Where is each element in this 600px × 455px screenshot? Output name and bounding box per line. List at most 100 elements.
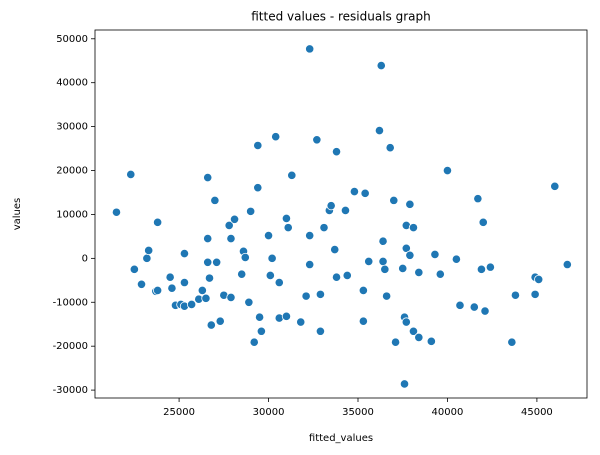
point bbox=[224, 220, 234, 231]
point bbox=[399, 379, 410, 389]
point bbox=[405, 199, 415, 209]
point bbox=[210, 195, 220, 205]
point bbox=[246, 206, 256, 216]
point bbox=[331, 147, 342, 157]
point bbox=[342, 270, 352, 281]
point bbox=[530, 289, 540, 299]
point bbox=[244, 297, 254, 307]
point bbox=[240, 252, 250, 263]
point bbox=[187, 299, 197, 310]
point bbox=[390, 337, 401, 347]
point bbox=[510, 290, 521, 300]
point bbox=[364, 256, 374, 267]
point bbox=[226, 233, 236, 244]
point bbox=[296, 317, 306, 327]
point bbox=[550, 181, 560, 191]
point bbox=[301, 291, 311, 301]
chart-title: fitted values - residuals graph bbox=[251, 10, 431, 24]
point bbox=[226, 292, 236, 303]
point bbox=[126, 169, 136, 180]
point bbox=[265, 270, 275, 281]
point bbox=[326, 201, 336, 211]
point bbox=[312, 135, 322, 145]
point bbox=[376, 60, 386, 71]
point bbox=[287, 170, 297, 180]
point bbox=[480, 306, 490, 316]
point bbox=[229, 214, 240, 224]
point bbox=[315, 289, 326, 299]
point bbox=[385, 143, 395, 153]
point bbox=[378, 256, 388, 267]
y-tick-label: 20000 bbox=[56, 166, 88, 177]
point bbox=[203, 257, 213, 267]
point bbox=[426, 336, 436, 346]
point bbox=[358, 285, 368, 296]
point bbox=[478, 217, 488, 227]
point bbox=[378, 236, 388, 246]
point bbox=[455, 300, 465, 310]
point bbox=[349, 187, 360, 197]
point bbox=[253, 140, 263, 151]
point bbox=[274, 277, 284, 288]
point bbox=[203, 172, 213, 183]
point bbox=[358, 316, 368, 326]
point bbox=[485, 262, 495, 272]
point bbox=[167, 283, 177, 293]
point bbox=[473, 194, 483, 204]
point bbox=[374, 125, 385, 136]
point bbox=[201, 293, 211, 303]
point bbox=[206, 320, 216, 330]
point bbox=[271, 132, 281, 142]
point bbox=[281, 213, 292, 223]
point bbox=[534, 274, 544, 285]
point bbox=[398, 263, 408, 274]
x-axis-label: fitted_values bbox=[309, 433, 373, 444]
point bbox=[562, 259, 572, 270]
point bbox=[212, 257, 222, 267]
point bbox=[305, 230, 315, 241]
axes-frame bbox=[94, 29, 588, 399]
y-tick-label: 0 bbox=[82, 253, 88, 264]
point bbox=[442, 165, 453, 176]
point bbox=[360, 188, 370, 198]
point bbox=[401, 317, 411, 327]
point bbox=[476, 264, 487, 274]
point bbox=[507, 337, 517, 347]
point bbox=[153, 217, 163, 227]
point bbox=[237, 269, 247, 279]
point bbox=[204, 273, 215, 283]
point bbox=[315, 326, 326, 336]
y-tick-label: -20000 bbox=[53, 341, 88, 352]
point bbox=[129, 264, 139, 274]
point bbox=[305, 44, 315, 54]
point bbox=[263, 230, 274, 241]
y-tick-label: -10000 bbox=[53, 297, 88, 308]
point bbox=[382, 291, 392, 301]
point bbox=[389, 195, 399, 205]
point bbox=[253, 183, 263, 193]
point bbox=[331, 272, 342, 282]
y-axis-label: values bbox=[12, 198, 23, 231]
y-tick-label: -30000 bbox=[53, 385, 88, 396]
point bbox=[319, 223, 329, 233]
point bbox=[179, 277, 190, 288]
point bbox=[111, 207, 122, 217]
point bbox=[165, 272, 175, 282]
point bbox=[249, 337, 259, 347]
point bbox=[254, 312, 265, 322]
point bbox=[408, 326, 419, 336]
x-tick-label: 25000 bbox=[163, 407, 195, 418]
point bbox=[281, 311, 292, 321]
point bbox=[197, 285, 207, 296]
point bbox=[179, 248, 190, 259]
y-tick-label: 30000 bbox=[56, 122, 88, 133]
x-tick-label: 30000 bbox=[253, 407, 285, 418]
y-tick-label: 50000 bbox=[56, 34, 88, 45]
point bbox=[153, 285, 163, 296]
point bbox=[305, 259, 315, 270]
point bbox=[215, 316, 225, 326]
point bbox=[380, 264, 390, 274]
point bbox=[340, 205, 351, 216]
y-tick-label: 10000 bbox=[56, 209, 88, 220]
